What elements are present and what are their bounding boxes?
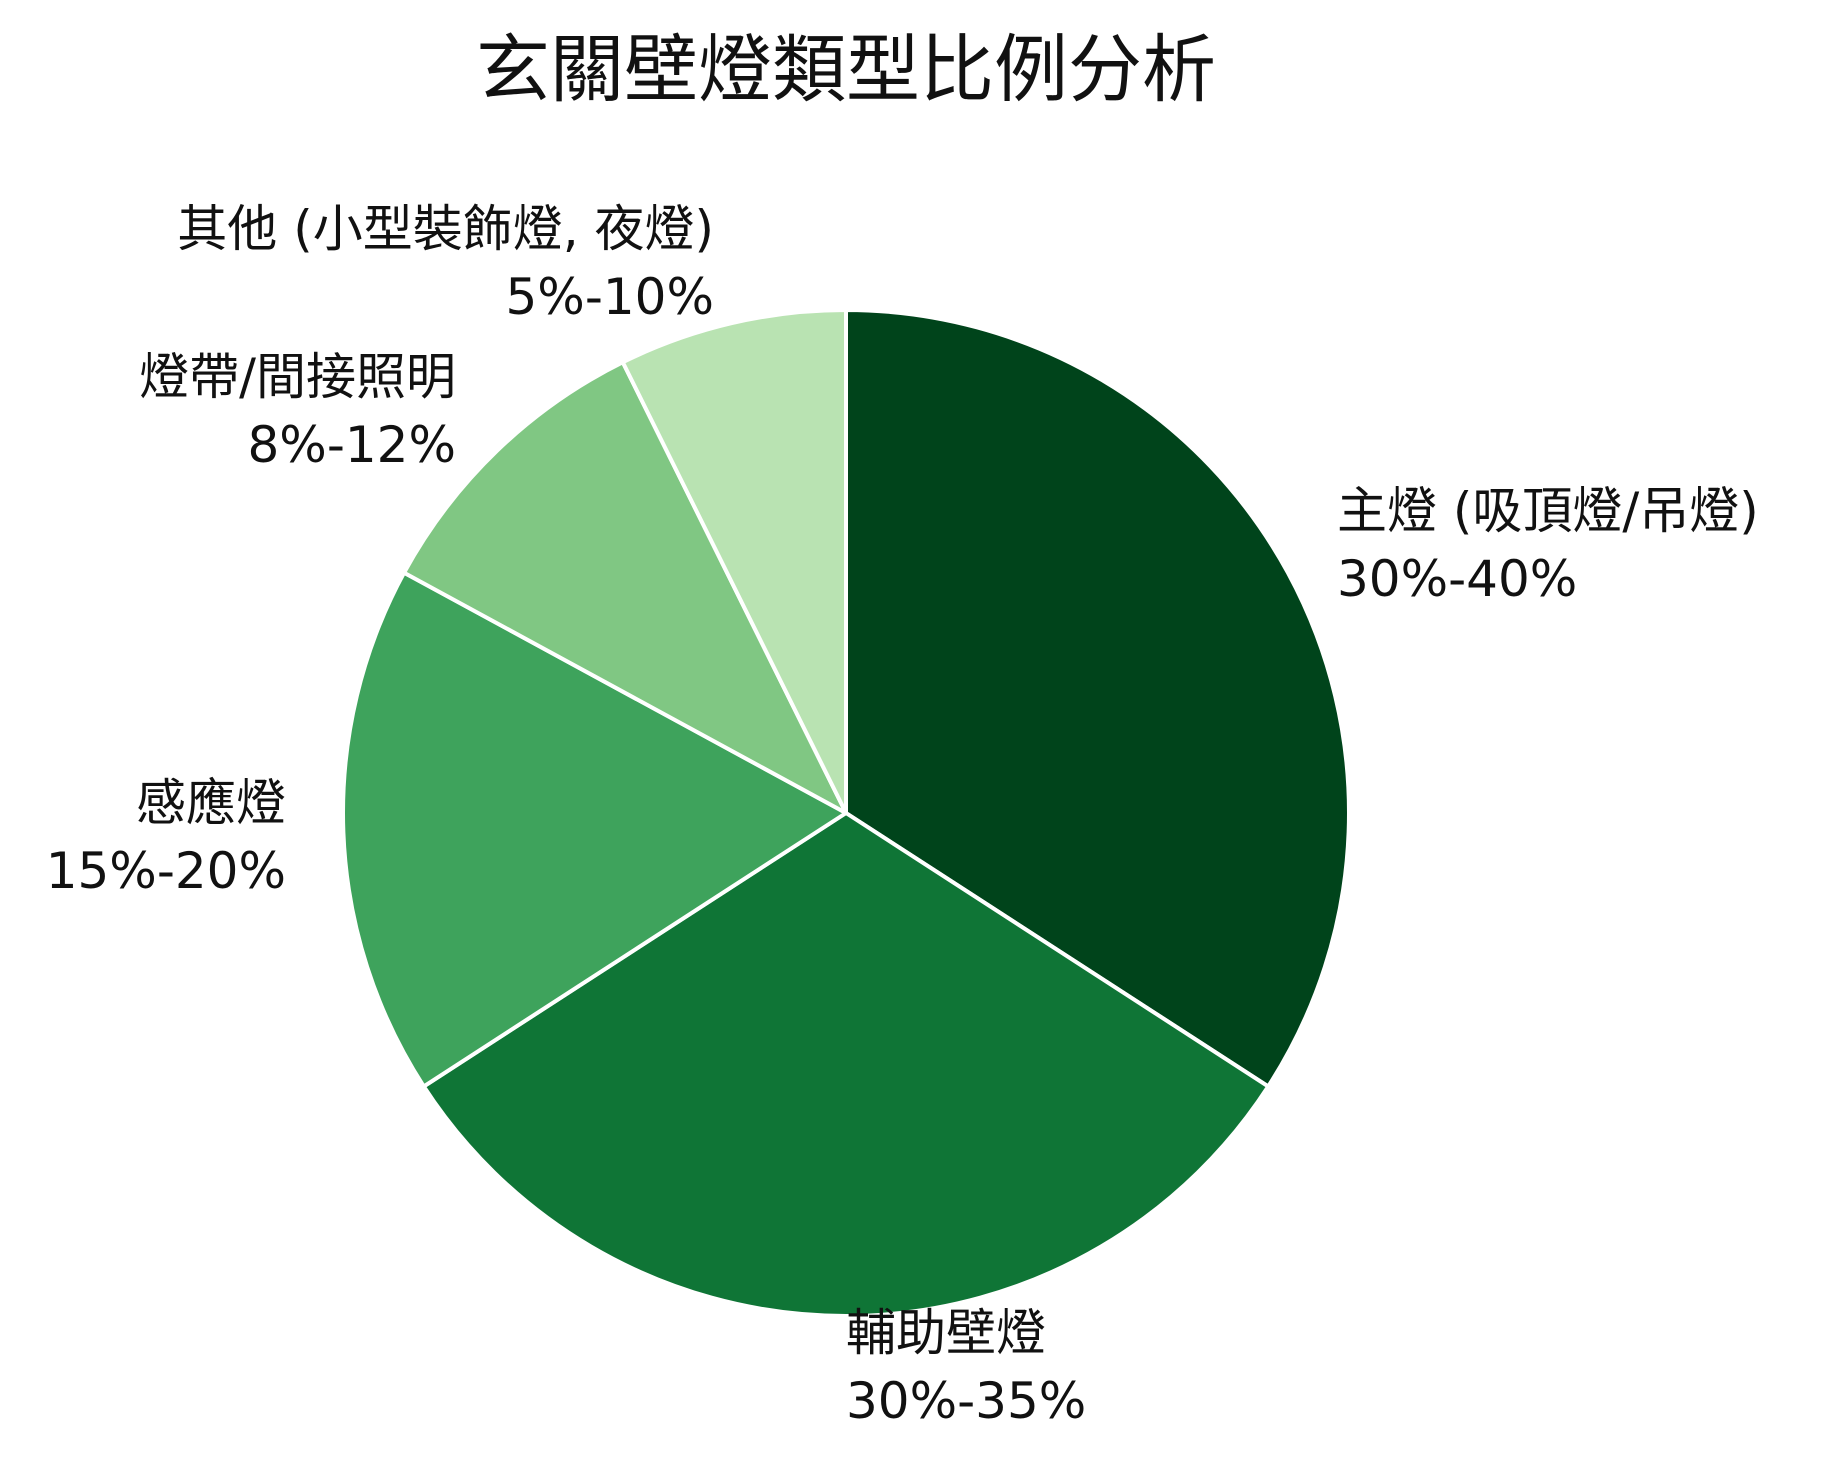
pie-slice bbox=[341, 570, 848, 1089]
pie-slices bbox=[341, 308, 1351, 1318]
pie-slice bbox=[402, 360, 848, 815]
slice-label: 感應燈 bbox=[136, 774, 286, 832]
slice-percentage-label: 5%-10% bbox=[506, 268, 715, 326]
slice-percentage-label: 30%-40% bbox=[1337, 550, 1577, 608]
pie-slice bbox=[620, 308, 848, 815]
chart-title: 玄關壁燈類型比例分析 bbox=[476, 27, 1216, 113]
slice-percentage-label: 8%-12% bbox=[248, 416, 457, 474]
pie-slice bbox=[421, 811, 1271, 1318]
slice-label: 輔助壁燈 bbox=[846, 1304, 1046, 1362]
slice-label: 燈帶/間接照明 bbox=[139, 348, 456, 406]
slice-label: 其他 (小型裝飾燈, 夜燈) bbox=[177, 200, 714, 258]
slice-labels: 主燈 (吸頂燈/吊燈) 30%-40% 輔助壁燈 30%-35% 感應燈 15%-20% 燈… bbox=[46, 200, 1759, 1430]
slice-label: 主燈 (吸頂燈/吊燈) bbox=[1337, 482, 1759, 540]
slice-percentage-label: 30%-35% bbox=[846, 1372, 1086, 1430]
slice-percentage-label: 15%-20% bbox=[46, 842, 286, 900]
